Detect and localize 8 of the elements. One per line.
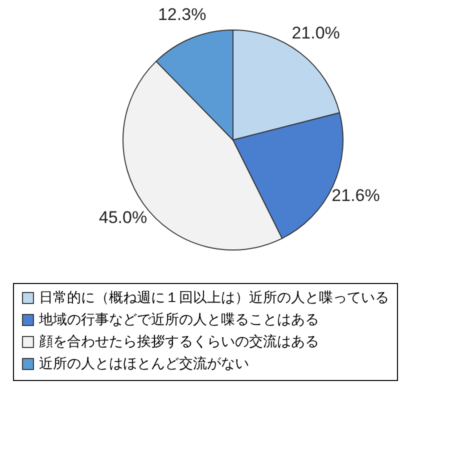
data-label: 45.0% xyxy=(98,208,148,228)
data-label: 12.3% xyxy=(158,4,206,24)
legend-label: 日常的に（概ね週に１回以上は）近所の人と喋っている xyxy=(39,290,389,306)
data-label: 21.0% xyxy=(292,23,340,42)
legend-label: 顔を合わせたら挨拶するくらいの交流はある xyxy=(39,334,319,350)
legend-label: 地域の行事などで近所の人と喋ることはある xyxy=(38,312,319,328)
legend-label: 近所の人とはほとんど交流がない xyxy=(39,356,249,372)
data-label: 21.6% xyxy=(332,186,380,206)
